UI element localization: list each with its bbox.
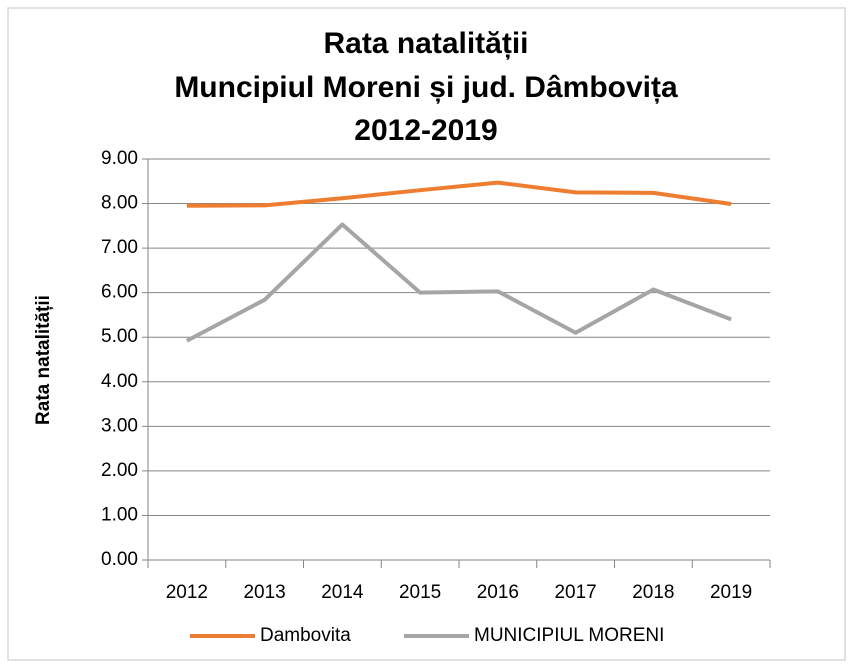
- x-tick-label: 2017: [554, 582, 596, 603]
- y-tick-label: 6.00: [101, 282, 138, 303]
- y-tick-label: 2.00: [101, 460, 138, 481]
- y-tick-label: 4.00: [101, 371, 138, 392]
- y-tick-label: 9.00: [101, 148, 138, 169]
- y-tick-label: 0.00: [101, 549, 138, 570]
- chart-title: Rata natalității: [323, 27, 528, 60]
- y-tick-label: 7.00: [101, 237, 138, 258]
- y-axis-label: Rata natalității: [33, 295, 54, 425]
- legend-label: Dambovita: [260, 625, 351, 646]
- x-tick-label: 2014: [321, 582, 364, 603]
- series-line: [186, 180, 732, 208]
- x-tick-label: 2015: [399, 582, 441, 603]
- chart-title: 2012-2019: [354, 114, 497, 147]
- x-tick-label: 2012: [166, 582, 208, 603]
- x-tick-label: 2016: [477, 582, 519, 603]
- x-tick-label: 2018: [632, 582, 674, 603]
- x-tick-label: 2019: [710, 582, 752, 603]
- y-tick-label: 8.00: [101, 193, 138, 214]
- y-tick-label: 3.00: [101, 415, 138, 436]
- x-tick-label: 2013: [243, 582, 285, 603]
- series-line: [185, 222, 732, 343]
- chart-title: Muncipiul Moreni și jud. Dâmbovița: [174, 71, 678, 104]
- y-tick-label: 1.00: [101, 504, 138, 525]
- y-tick-label: 5.00: [101, 326, 138, 347]
- legend-label: MUNICIPIUL MORENI: [474, 625, 664, 646]
